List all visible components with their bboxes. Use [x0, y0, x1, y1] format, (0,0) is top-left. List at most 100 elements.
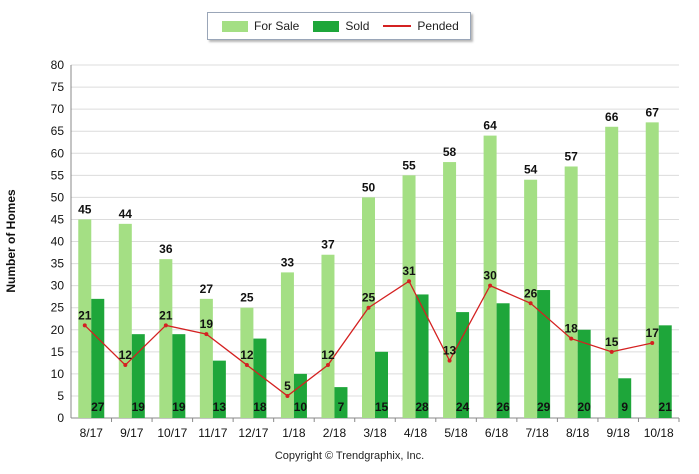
sold-bar	[334, 387, 348, 418]
pended-point	[244, 363, 249, 368]
for-sale-bar	[605, 126, 619, 419]
for-sale-bar	[280, 272, 294, 418]
for-sale-bar	[443, 162, 457, 418]
legend-label-pended: Pended	[417, 19, 459, 33]
pended-data-label: 21	[78, 308, 92, 322]
for-sale-data-label: 57	[564, 149, 578, 163]
sold-bar	[375, 351, 388, 418]
sold-bar	[91, 298, 105, 418]
x-tick-label: 4/18	[404, 426, 428, 440]
pended-data-label: 26	[524, 286, 538, 300]
for-sale-bar	[321, 254, 335, 418]
pended-point	[163, 323, 168, 328]
y-tick-label: 70	[51, 102, 65, 116]
x-tick-label: 8/17	[80, 426, 104, 440]
for-sale-data-label: 67	[646, 105, 660, 119]
sold-data-label: 19	[132, 400, 146, 414]
sold-bar	[658, 325, 672, 418]
x-tick-label: 6/18	[485, 426, 509, 440]
for-sale-data-label: 25	[240, 291, 254, 305]
pended-point	[204, 332, 209, 337]
x-tick-label: 12/17	[238, 426, 268, 440]
pended-data-label: 25	[362, 291, 376, 305]
pended-point	[569, 336, 574, 341]
pended-data-label: 12	[119, 348, 133, 362]
y-tick-label: 0	[57, 411, 64, 425]
y-tick-label: 5	[57, 389, 64, 403]
y-tick-label: 60	[51, 146, 65, 160]
legend-item-sold: Sold	[313, 19, 369, 33]
sold-data-label: 20	[577, 400, 591, 414]
legend-label-for-sale: For Sale	[254, 19, 300, 33]
pended-point	[650, 340, 655, 345]
x-tick-label: 9/17	[120, 426, 144, 440]
sold-bar	[496, 303, 510, 418]
for-sale-data-label: 27	[200, 282, 214, 296]
sold-data-label: 26	[496, 400, 510, 414]
pended-data-label: 21	[159, 308, 173, 322]
x-tick-label: 9/18	[607, 426, 631, 440]
y-tick-label: 20	[51, 323, 65, 337]
sold-bar	[253, 338, 267, 418]
pended-data-label: 17	[646, 326, 660, 340]
x-tick-label: 5/18	[444, 426, 468, 440]
for-sale-data-label: 54	[524, 163, 538, 177]
sold-data-label: 28	[415, 400, 429, 414]
pended-data-label: 30	[483, 269, 497, 283]
for-sale-bar	[645, 122, 659, 419]
for-sale-data-label: 64	[483, 119, 497, 133]
for-sale-data-label: 36	[159, 242, 173, 256]
sold-data-label: 29	[537, 400, 551, 414]
pended-data-label: 12	[240, 348, 254, 362]
y-tick-label: 40	[51, 235, 65, 249]
for-sale-bar	[564, 166, 578, 418]
for-sale-data-label: 44	[119, 207, 133, 221]
pended-point	[366, 305, 371, 310]
sold-bar	[537, 290, 551, 418]
for-sale-bar	[118, 223, 132, 418]
y-tick-label: 55	[51, 168, 65, 182]
sold-data-label: 24	[456, 400, 470, 414]
for-sale-bar	[240, 307, 254, 418]
for-sale-data-label: 55	[402, 158, 416, 172]
pended-point	[609, 349, 614, 354]
for-sale-bar	[199, 298, 213, 418]
pended-point	[82, 323, 87, 328]
y-tick-label: 15	[51, 345, 65, 359]
for-sale-bar	[159, 259, 173, 418]
y-tick-label: 45	[51, 212, 65, 226]
for-sale-data-label: 58	[443, 145, 457, 159]
pended-line-swatch	[383, 25, 412, 27]
y-tick-label: 30	[51, 279, 65, 293]
chart-legend: For Sale Sold Pended	[207, 12, 471, 40]
pended-data-label: 19	[200, 317, 214, 331]
pended-data-label: 15	[605, 335, 619, 349]
for-sale-data-label: 37	[321, 238, 335, 252]
sold-data-label: 7	[338, 400, 345, 414]
x-tick-label: 11/17	[198, 426, 227, 440]
pended-point	[447, 358, 452, 363]
for-sale-bar	[78, 219, 92, 418]
sold-data-label: 9	[621, 400, 628, 414]
y-tick-label: 65	[51, 124, 65, 138]
pended-data-label: 18	[564, 322, 578, 336]
pended-point	[407, 279, 412, 284]
sold-data-label: 21	[659, 400, 673, 414]
sold-bar	[577, 329, 591, 418]
sold-bar	[415, 294, 429, 418]
y-axis-label: Number of Homes	[4, 189, 18, 293]
sold-data-label: 27	[91, 400, 105, 414]
x-tick-label: 3/18	[363, 426, 387, 440]
pended-data-label: 13	[443, 344, 457, 358]
x-tick-label: 10/17	[157, 426, 187, 440]
sold-data-label: 13	[213, 400, 227, 414]
legend-item-for-sale: For Sale	[222, 19, 299, 33]
legend-item-pended: Pended	[383, 19, 459, 33]
for-sale-data-label: 33	[281, 255, 295, 269]
for-sale-bar	[524, 179, 538, 418]
pended-point	[325, 363, 330, 368]
y-tick-label: 35	[51, 257, 65, 271]
for-sale-swatch	[222, 20, 248, 32]
